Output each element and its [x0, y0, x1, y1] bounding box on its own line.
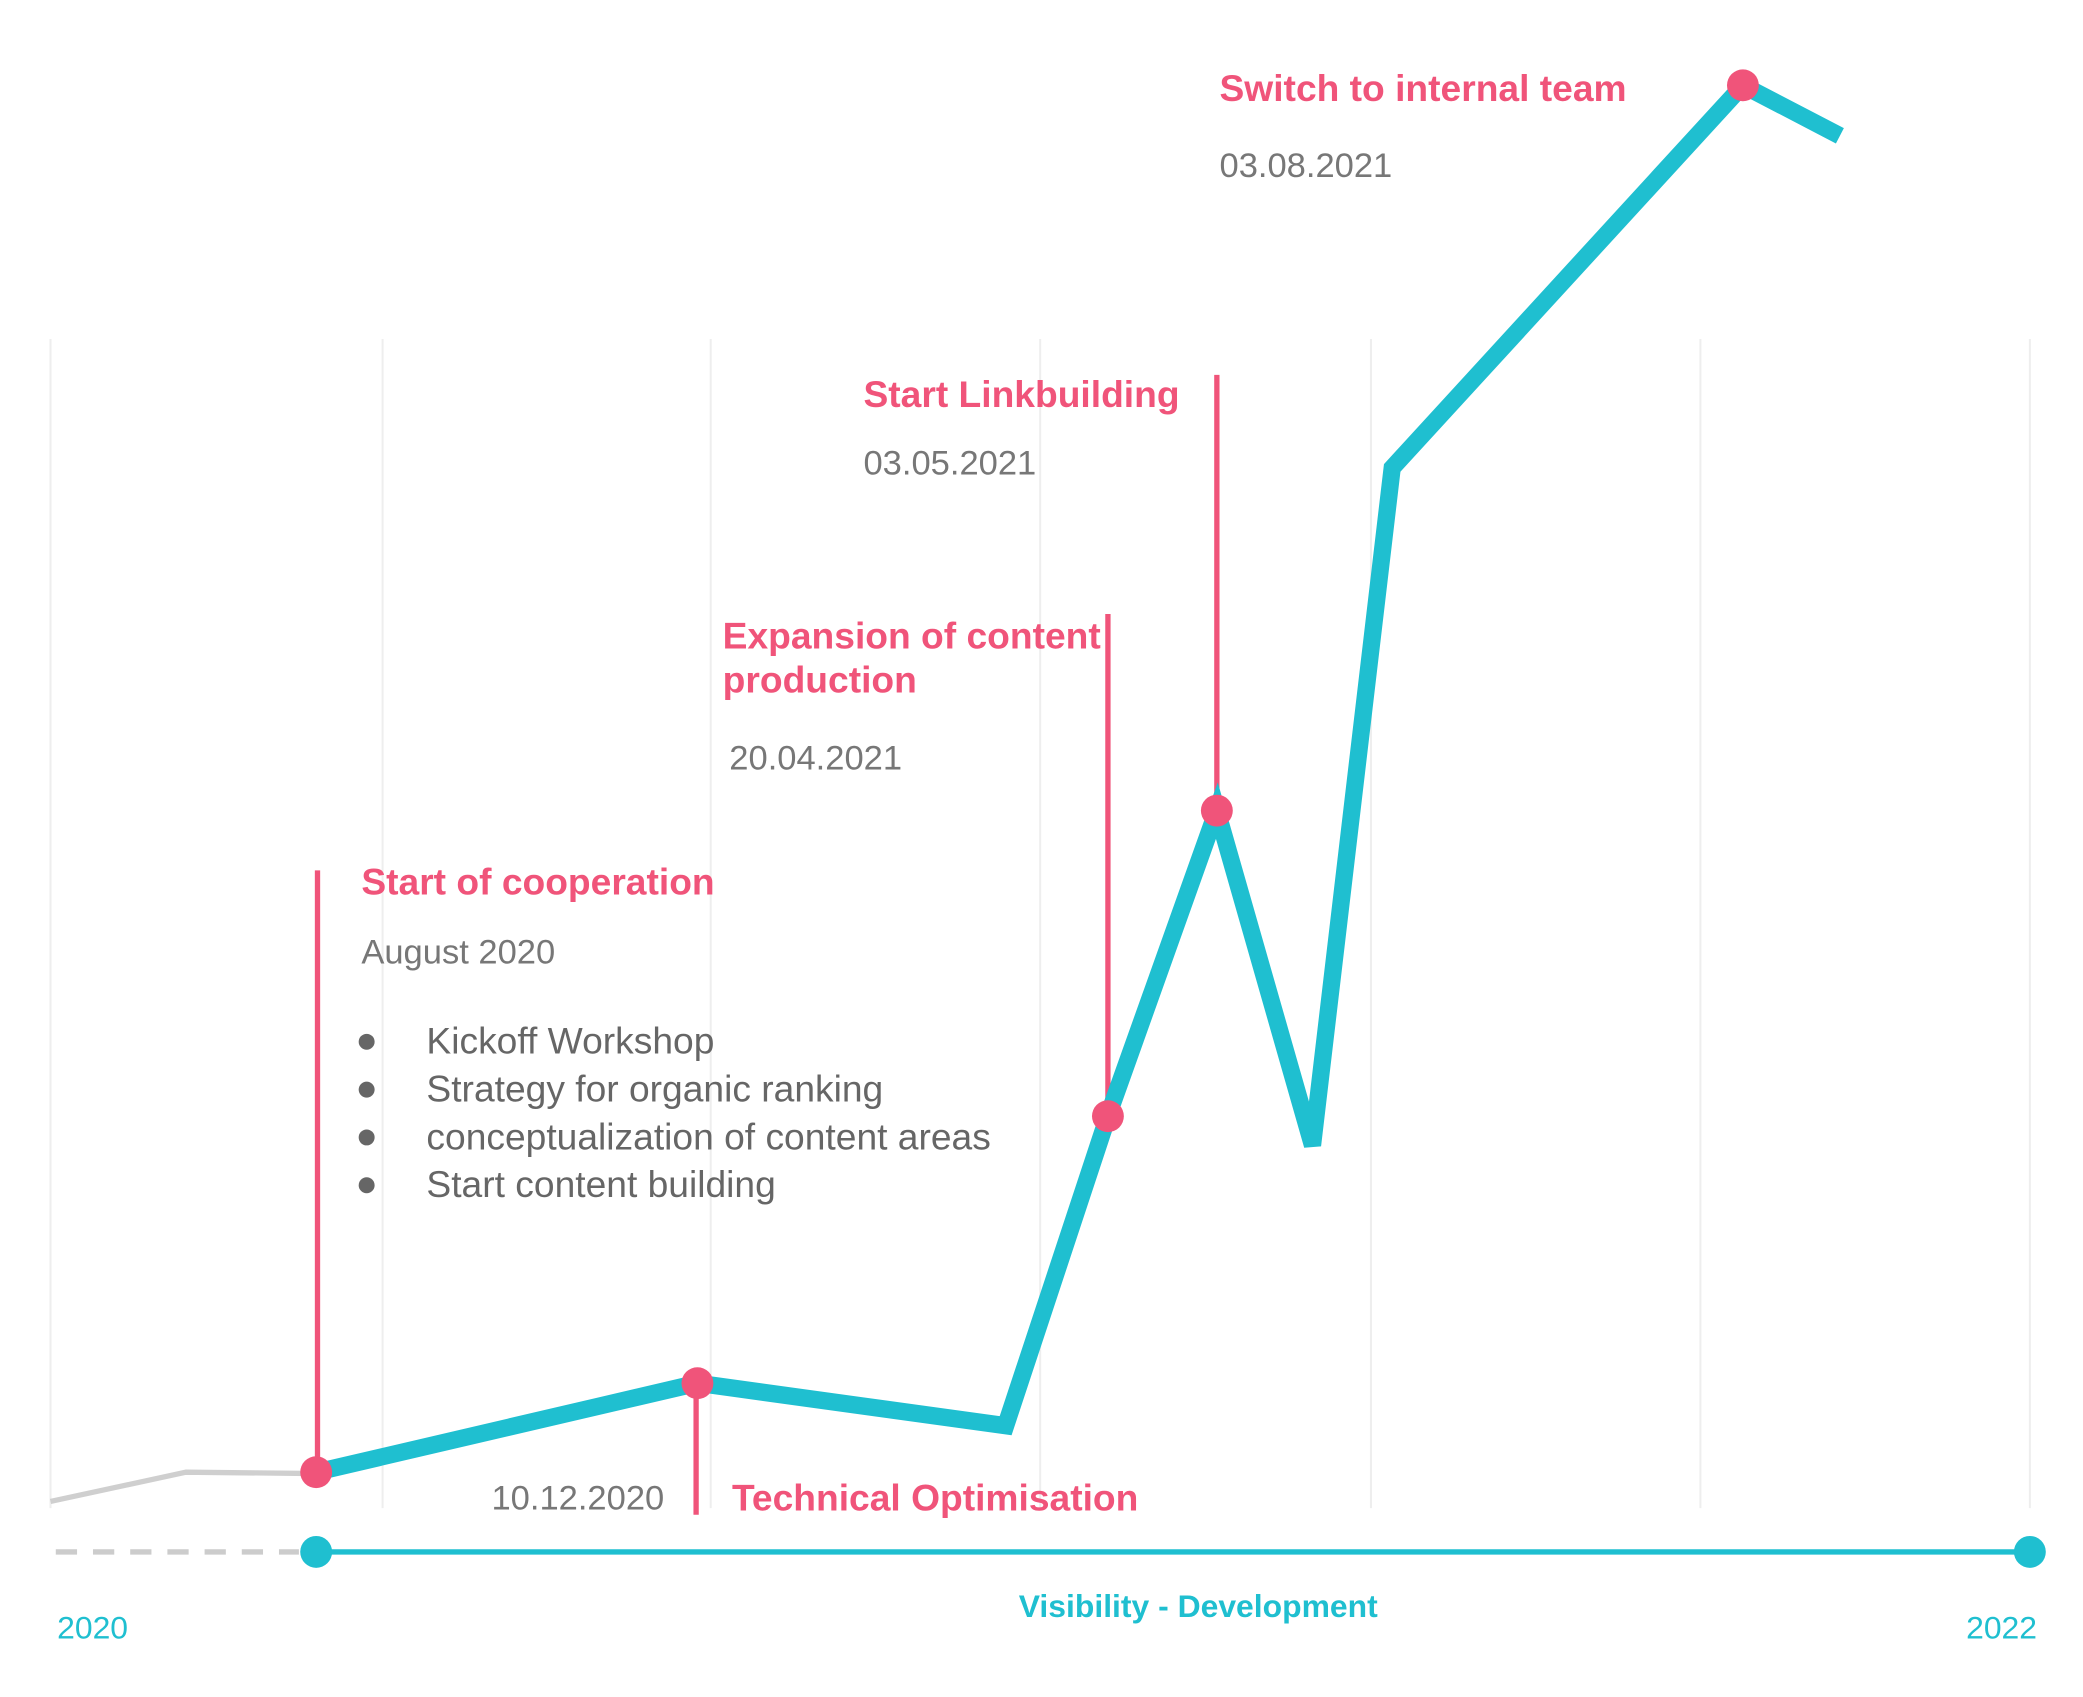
milestone-date: 20.04.2021 — [729, 739, 902, 777]
milestone-title: Expansion of content — [723, 615, 1101, 657]
bullet — [358, 1033, 375, 1050]
milestone-dot — [1726, 69, 1759, 102]
axis-start: 2020 — [57, 1609, 128, 1645]
bullet — [358, 1081, 375, 1098]
bullet — [358, 1129, 375, 1146]
item: Kickoff Workshop — [426, 1020, 714, 1062]
grid — [49, 339, 2031, 1509]
milestone-dot — [1091, 1100, 1124, 1133]
milestone-date: 03.08.2021 — [1220, 147, 1393, 185]
milestone-title: Start of cooperation — [361, 860, 714, 902]
milestone-items: Kickoff Workshop Strategy for organic ra… — [358, 1020, 991, 1205]
milestone-dot — [300, 1456, 333, 1489]
milestone-date: 03.05.2021 — [863, 445, 1036, 483]
milestone-title: Start Linkbuilding — [863, 373, 1179, 415]
axis-label: Visibility - Development — [1019, 1588, 1378, 1624]
item: Strategy for organic ranking — [426, 1068, 883, 1110]
milestone-title: Technical Optimisation — [732, 1477, 1138, 1519]
milestone-date: 10.12.2020 — [491, 1479, 664, 1517]
pre-line — [49, 1469, 317, 1505]
item: Start content building — [426, 1163, 775, 1205]
item: conceptualization of content areas — [426, 1115, 990, 1157]
bullet — [358, 1177, 375, 1194]
axis-end: 2022 — [1966, 1609, 2037, 1645]
axis-dot — [300, 1535, 333, 1568]
milestone-dot — [681, 1367, 714, 1400]
milestone-dot — [1200, 794, 1233, 827]
milestone-title: production — [723, 658, 917, 700]
visibility-line — [314, 74, 1844, 1481]
axis-dot — [2013, 1535, 2046, 1568]
milestone-title: Switch to internal team — [1220, 67, 1627, 109]
milestone-date: August 2020 — [361, 933, 555, 971]
